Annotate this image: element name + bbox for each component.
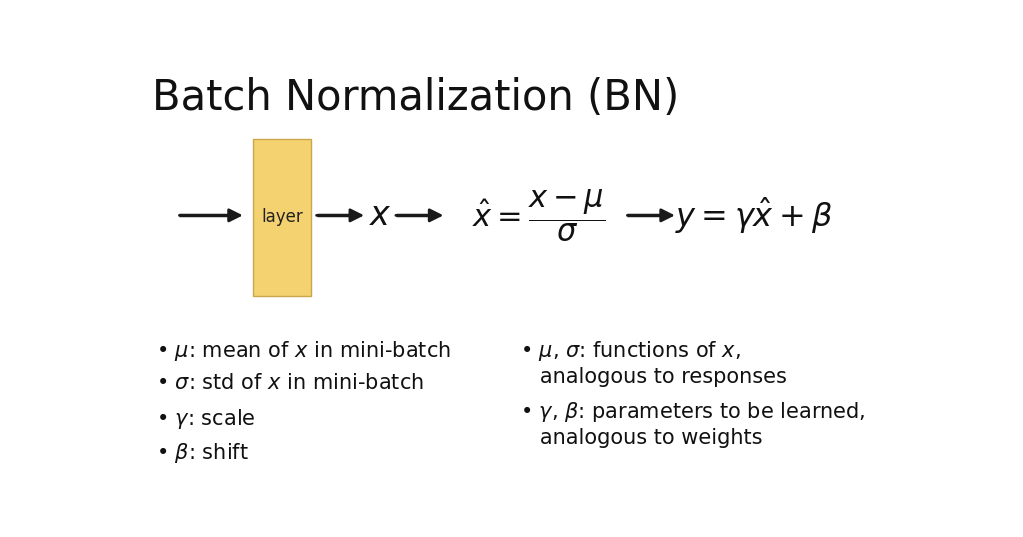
FancyBboxPatch shape bbox=[253, 139, 311, 296]
Text: • $\sigma$: std of $x$ in mini-batch: • $\sigma$: std of $x$ in mini-batch bbox=[155, 373, 424, 393]
Text: • $\mu$, $\sigma$: functions of $x$,: • $\mu$, $\sigma$: functions of $x$, bbox=[521, 339, 742, 364]
Text: analogous to responses: analogous to responses bbox=[521, 367, 787, 387]
Text: • $\gamma$, $\beta$: parameters to be learned,: • $\gamma$, $\beta$: parameters to be le… bbox=[521, 400, 865, 424]
Text: $y = \gamma\hat{x} + \beta$: $y = \gamma\hat{x} + \beta$ bbox=[675, 195, 833, 236]
Text: layer: layer bbox=[261, 208, 303, 227]
Text: • $\gamma$: scale: • $\gamma$: scale bbox=[155, 407, 256, 431]
Text: • $\beta$: shift: • $\beta$: shift bbox=[155, 441, 249, 465]
Text: Batch Normalization (BN): Batch Normalization (BN) bbox=[151, 77, 679, 119]
Text: • $\mu$: mean of $x$ in mini-batch: • $\mu$: mean of $x$ in mini-batch bbox=[155, 339, 450, 364]
Text: $x$: $x$ bbox=[368, 199, 392, 232]
Text: $\hat{x} = \dfrac{x - \mu}{\sigma}$: $\hat{x} = \dfrac{x - \mu}{\sigma}$ bbox=[472, 187, 606, 244]
Text: analogous to weights: analogous to weights bbox=[521, 427, 763, 447]
